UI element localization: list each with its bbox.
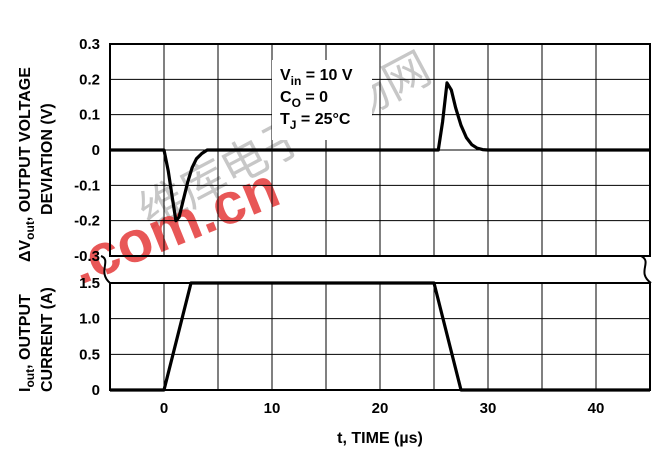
bottom-y-axis-label: Iout, OUTPUT [17, 294, 37, 392]
x-axis-label: t, TIME (µs) [337, 430, 423, 447]
bottom-panel-grid [110, 282, 650, 391]
right-axis-break [640, 255, 652, 284]
bottom-y-tick-labels: 1.5 1.0 0.5 0 [79, 275, 100, 399]
output-current-trace [110, 281, 650, 392]
bottom-y-axis-label-2: CURRENT (A) [39, 287, 56, 392]
x-tick-label: 30 [480, 400, 497, 417]
traces [110, 81, 650, 392]
left-axis-break [100, 255, 111, 284]
annotation-background [272, 60, 372, 140]
voltage-deviation-trace [110, 81, 650, 223]
top-y-tick-labels: 0.3 0.2 0.1 0 -0.1 -0.2 -0.3 [74, 36, 100, 265]
top-y-tick-label: -0.3 [74, 248, 100, 265]
x-tick-labels: 0 10 20 30 40 [160, 400, 605, 417]
top-y-tick-label: 0.3 [79, 36, 100, 53]
annotation-tj: TJ = 25°C [280, 111, 351, 132]
top-y-tick-label: 0 [92, 142, 100, 159]
top-y-tick-label: -0.1 [74, 177, 100, 194]
x-tick-label: 20 [372, 400, 389, 417]
top-y-tick-label: 0.2 [79, 71, 100, 88]
x-tick-label: 10 [264, 400, 281, 417]
top-y-axis-label-2: DEVIATION (V) [39, 103, 56, 215]
annotation-co: CO = 0 [280, 89, 328, 110]
bottom-y-tick-label: 1.0 [79, 311, 100, 328]
bottom-y-tick-label: 0.5 [79, 346, 100, 363]
bottom-y-tick-label: 1.5 [79, 275, 100, 292]
annotation-vin: Vin = 10 V [280, 67, 353, 88]
x-tick-label: 0 [160, 400, 168, 417]
top-y-axis-label: ΔVout, OUTPUT VOLTAGE [17, 67, 37, 262]
top-y-tick-label: 0.1 [79, 107, 100, 124]
bottom-y-tick-label: 0 [92, 382, 100, 399]
top-y-tick-label: -0.2 [74, 213, 100, 230]
x-tick-label: 40 [588, 400, 605, 417]
